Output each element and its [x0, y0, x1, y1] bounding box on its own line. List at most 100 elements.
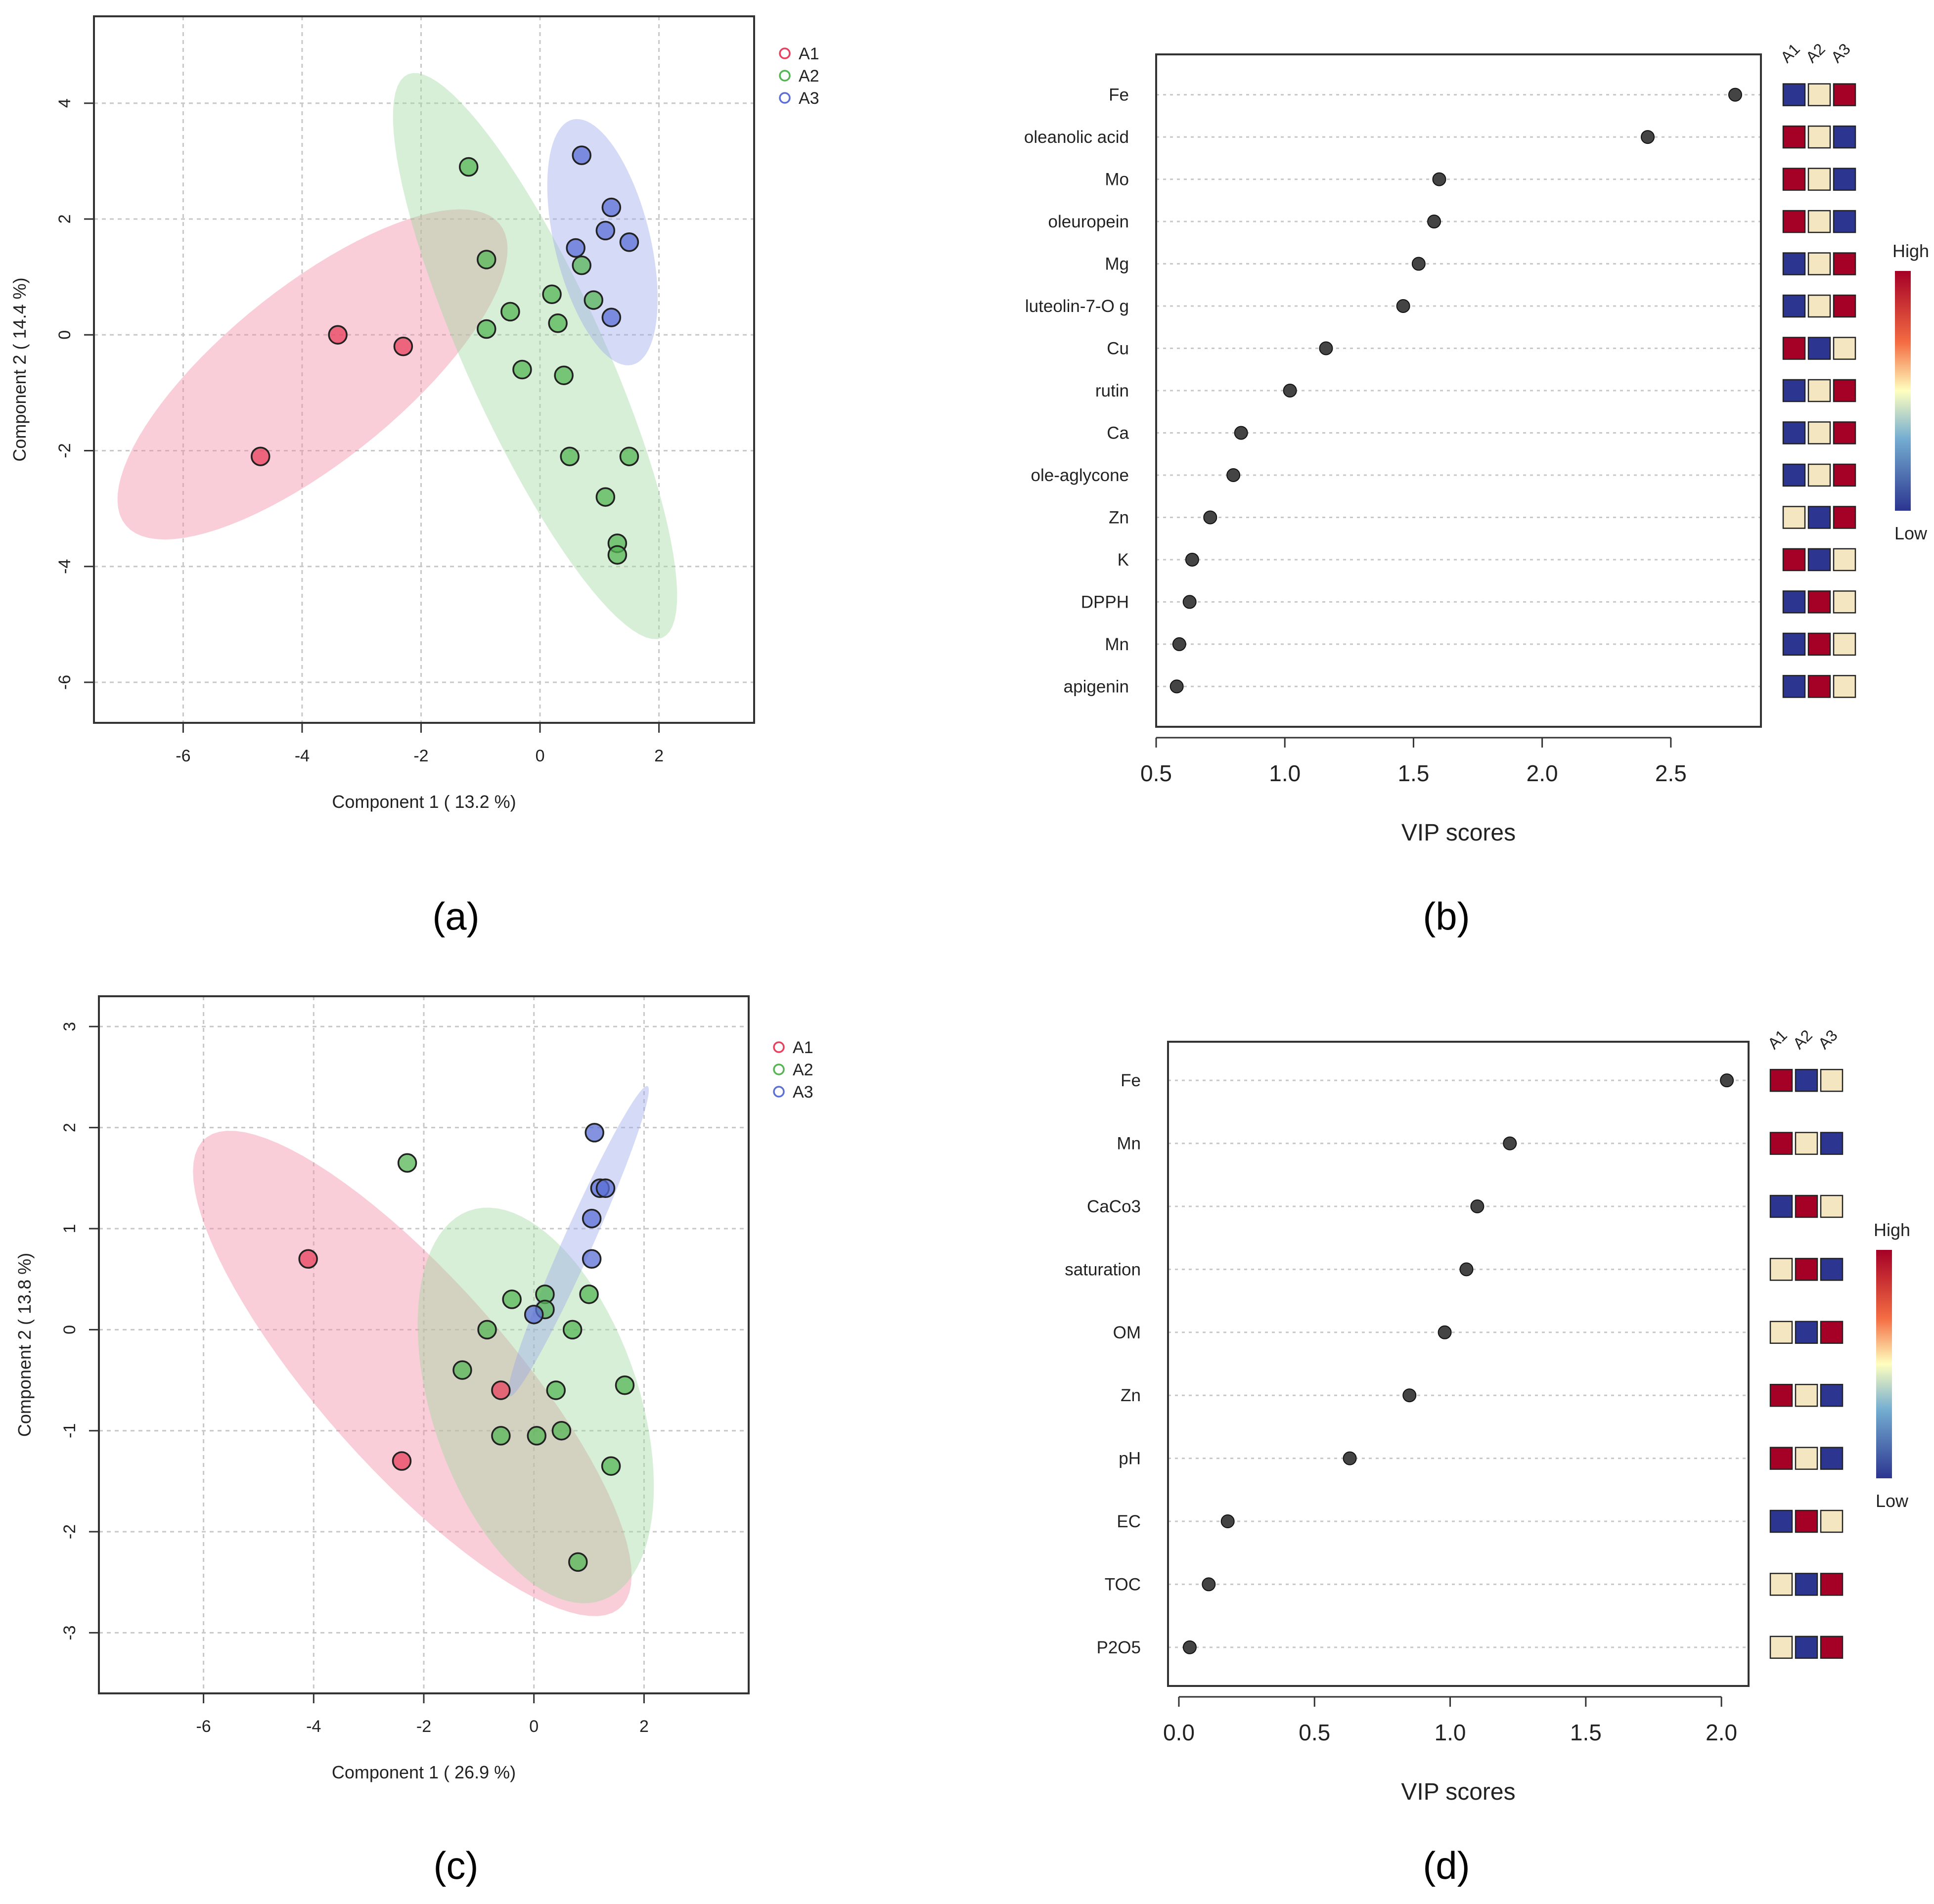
heat-cell-a2	[1807, 506, 1831, 529]
legend-marker-a3	[779, 92, 791, 104]
heat-cell-a2	[1807, 379, 1831, 402]
heat-cell-a3	[1833, 210, 1856, 233]
heat-column-label: A1	[1764, 1026, 1791, 1053]
heat-cell-a3	[1833, 590, 1856, 614]
feature-label: oleuropein	[1048, 212, 1129, 231]
x-axis-label: Component 1 ( 26.9 %)	[332, 1762, 516, 1782]
heat-cell-a3	[1820, 1258, 1844, 1281]
heat-cell-a1	[1769, 1195, 1793, 1218]
heat-cell-a1	[1782, 379, 1806, 402]
vip-point	[1438, 1325, 1452, 1339]
vip-point	[1226, 468, 1241, 482]
caption-c: (c)	[434, 1844, 479, 1887]
feature-label: DPPH	[1081, 592, 1129, 612]
heat-cell-a2	[1795, 1258, 1818, 1281]
heat-cell-a1	[1769, 1258, 1793, 1281]
data-point-a3	[582, 1208, 602, 1229]
data-point-a1	[251, 446, 270, 466]
data-point-a2	[601, 1456, 621, 1476]
confidence-ellipse-a3	[547, 119, 658, 365]
data-point-a3	[582, 1249, 602, 1269]
x-tick-label: 0	[529, 1717, 539, 1736]
data-point-a2	[477, 250, 496, 269]
data-point-a1	[328, 325, 348, 345]
data-point-a3	[601, 308, 622, 327]
x-tick-label: -2	[416, 1717, 431, 1736]
heat-cell-a3	[1833, 125, 1856, 149]
heat-cell-a2	[1807, 337, 1831, 360]
heat-cell-a1	[1769, 1068, 1793, 1092]
feature-label: EC	[1117, 1512, 1141, 1531]
data-point-a3	[595, 1178, 616, 1198]
heat-column-label: A2	[1790, 1026, 1816, 1053]
legend-label-a1: A1	[793, 1038, 813, 1057]
data-point-a2	[397, 1153, 417, 1173]
heat-cell-a2	[1807, 210, 1831, 233]
y-tick-label: -4	[55, 559, 74, 574]
color-scale-high-label: High	[1892, 241, 1929, 261]
legend-marker-a1	[779, 47, 791, 59]
feature-label: Ca	[1107, 423, 1129, 443]
legend-marker-a2	[773, 1063, 785, 1075]
y-tick-label: -1	[60, 1423, 79, 1438]
heat-cell-a3	[1833, 379, 1856, 402]
heat-cell-a1	[1769, 1383, 1793, 1407]
heat-cell-a2	[1807, 590, 1831, 614]
heat-cell-a2	[1795, 1321, 1818, 1344]
heat-cell-a1	[1782, 632, 1806, 656]
data-point-a2	[595, 487, 616, 507]
heat-cell-a2	[1795, 1132, 1818, 1155]
vip-point	[1503, 1136, 1517, 1151]
vip-point	[1202, 1577, 1216, 1592]
plot-frame	[93, 15, 755, 724]
data-point-a2	[560, 446, 580, 466]
data-point-a2	[562, 1320, 583, 1340]
vip-point	[1432, 172, 1446, 186]
x-tick-label: 1.0	[1269, 760, 1301, 786]
feature-label: Mn	[1117, 1134, 1141, 1153]
data-point-a3	[619, 232, 639, 252]
data-point-a2	[551, 1420, 572, 1441]
plot-frame	[1167, 1041, 1750, 1687]
data-point-a2	[477, 319, 496, 339]
vip-point	[1720, 1073, 1734, 1088]
vip-point	[1402, 1388, 1417, 1403]
heat-cell-a2	[1807, 252, 1831, 275]
vip-point	[1182, 1640, 1197, 1654]
feature-label: CaCo3	[1087, 1197, 1141, 1216]
legend-marker-a3	[773, 1086, 785, 1098]
heat-cell-a2	[1807, 294, 1831, 318]
heat-cell-a3	[1833, 168, 1856, 191]
x-tick-label: 0	[536, 747, 545, 765]
panel-a-pca-plot: -6 -4 -2 0 2 -6 -4 -2 0 2 4 Component 1 ( 13.2 %) Co…	[9, 15, 819, 812]
feature-label: Cu	[1107, 339, 1129, 358]
feature-label: Fe	[1121, 1071, 1141, 1090]
heat-cell-a2	[1795, 1447, 1818, 1470]
data-point-a1	[491, 1380, 511, 1400]
x-tick-label: -2	[413, 747, 428, 765]
feature-label: luteolin-7-O g	[1025, 297, 1129, 316]
feature-label: Fe	[1109, 86, 1129, 105]
heat-cell-a1	[1782, 168, 1806, 191]
data-point-a1	[393, 336, 413, 356]
heat-cell-a1	[1769, 1509, 1793, 1533]
legend-label-a2: A2	[793, 1061, 813, 1079]
data-point-a2	[477, 1320, 497, 1340]
caption-a: (a)	[432, 894, 479, 938]
feature-label: saturation	[1065, 1260, 1141, 1279]
feature-label: Mo	[1105, 170, 1129, 189]
data-point-a2	[502, 1289, 522, 1309]
legend-label-a2: A2	[799, 67, 819, 86]
y-tick-label: 1	[60, 1224, 79, 1234]
data-point-a1	[298, 1249, 318, 1269]
heat-cell-a3	[1833, 632, 1856, 656]
heat-cell-a3	[1833, 421, 1856, 444]
vip-point	[1319, 341, 1333, 355]
vip-point	[1427, 215, 1441, 229]
vip-point	[1234, 426, 1248, 440]
feature-label: apigenin	[1064, 677, 1129, 696]
heat-cell-a1	[1782, 294, 1806, 318]
data-point-a2	[458, 157, 479, 177]
heat-column-label: A2	[1802, 40, 1829, 66]
x-axis-label: VIP scores	[1401, 820, 1516, 846]
